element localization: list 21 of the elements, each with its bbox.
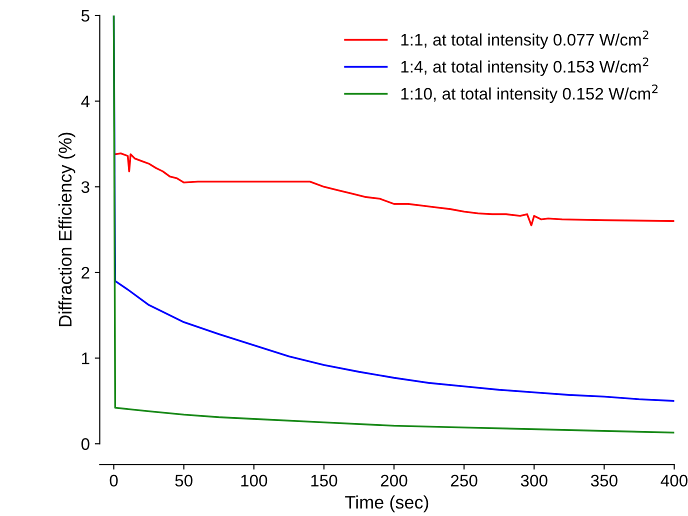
y-tick-label: 4 bbox=[81, 96, 90, 108]
x-tick-label: 100 bbox=[241, 474, 268, 487]
x-tick-label: 350 bbox=[590, 474, 618, 487]
x-tick-label: 400 bbox=[660, 474, 688, 487]
y-tick-label: 0 bbox=[81, 438, 90, 450]
y-tick-label: 1 bbox=[82, 352, 90, 364]
y-axis-title: Diffraction Efficiency (%) bbox=[58, 132, 76, 326]
x-tick-label: 250 bbox=[451, 474, 478, 487]
x-tick-label: 300 bbox=[520, 474, 548, 487]
y-tick-label: 5 bbox=[81, 10, 90, 22]
x-tick-label: 50 bbox=[175, 474, 192, 487]
x-tick-label: 150 bbox=[311, 474, 338, 487]
legend-label: 1:4, at total intensity 0.153 W/cm$^{2}$ bbox=[401, 57, 648, 76]
x-tick-label: 0 bbox=[110, 474, 118, 487]
x-axis-title: Time (sec) bbox=[345, 495, 428, 512]
y-tick-label: 2 bbox=[82, 266, 90, 278]
y-tick-label: 3 bbox=[81, 181, 90, 193]
legend-label: 1:10, at total intensity 0.152 W/cm$^{2}$ bbox=[401, 84, 658, 103]
x-tick-label: 200 bbox=[380, 474, 408, 487]
legend-label: 1:1, at total intensity 0.077 W/cm$^{2}$ bbox=[401, 30, 648, 49]
line-series bbox=[114, 152, 674, 226]
